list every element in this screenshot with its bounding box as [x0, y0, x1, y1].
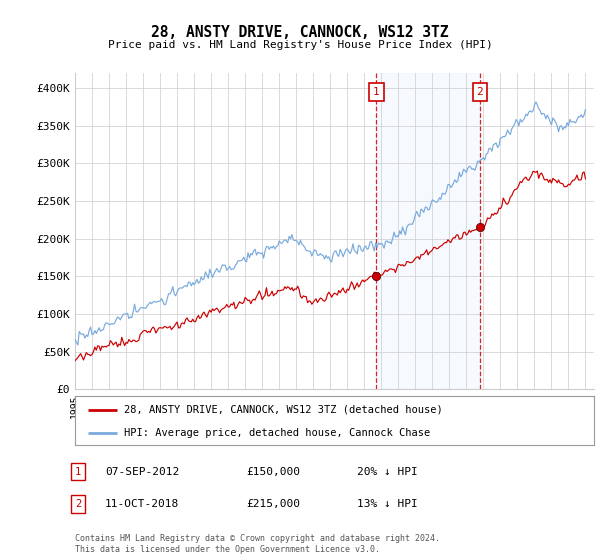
Text: Price paid vs. HM Land Registry's House Price Index (HPI): Price paid vs. HM Land Registry's House … — [107, 40, 493, 50]
Text: 11-OCT-2018: 11-OCT-2018 — [105, 499, 179, 509]
Text: 20% ↓ HPI: 20% ↓ HPI — [357, 466, 418, 477]
Text: Contains HM Land Registry data © Crown copyright and database right 2024.: Contains HM Land Registry data © Crown c… — [75, 534, 440, 543]
Text: 28, ANSTY DRIVE, CANNOCK, WS12 3TZ (detached house): 28, ANSTY DRIVE, CANNOCK, WS12 3TZ (deta… — [124, 405, 443, 415]
Text: 1: 1 — [373, 87, 380, 97]
Text: 2: 2 — [75, 499, 81, 509]
Text: £215,000: £215,000 — [246, 499, 300, 509]
Text: 2: 2 — [476, 87, 483, 97]
Text: 28, ANSTY DRIVE, CANNOCK, WS12 3TZ: 28, ANSTY DRIVE, CANNOCK, WS12 3TZ — [151, 25, 449, 40]
Text: HPI: Average price, detached house, Cannock Chase: HPI: Average price, detached house, Cann… — [124, 428, 431, 438]
Text: 13% ↓ HPI: 13% ↓ HPI — [357, 499, 418, 509]
Text: 1: 1 — [75, 466, 81, 477]
Text: 07-SEP-2012: 07-SEP-2012 — [105, 466, 179, 477]
Text: £150,000: £150,000 — [246, 466, 300, 477]
Text: This data is licensed under the Open Government Licence v3.0.: This data is licensed under the Open Gov… — [75, 545, 380, 554]
Bar — [376, 73, 480, 389]
